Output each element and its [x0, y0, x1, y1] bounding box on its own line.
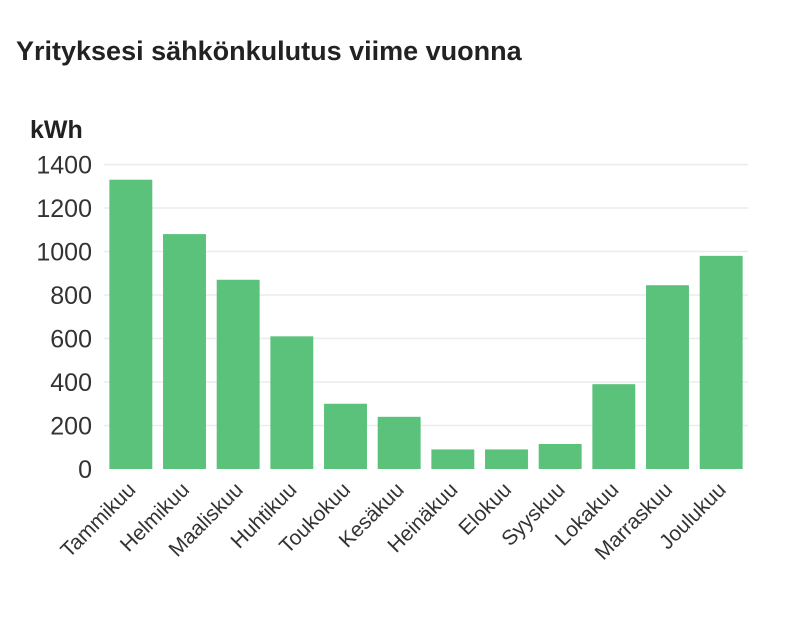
- bar-maaliskuu: [216, 279, 260, 469]
- bar-kesäkuu: [377, 416, 421, 469]
- bar-joulukuu: [699, 255, 743, 469]
- chart-title: Yrityksesi sähkönkulutus viime vuonna: [16, 36, 522, 66]
- y-tick-label: 1400: [36, 152, 92, 180]
- y-tick-label: 800: [50, 282, 92, 310]
- y-tick-label: 400: [50, 369, 92, 397]
- y-tick-label: 0: [78, 456, 92, 484]
- bar-elokuu: [485, 449, 528, 469]
- y-tick-label: 200: [50, 413, 92, 441]
- bar-helmikuu: [163, 234, 206, 469]
- y-tick-label: 1000: [36, 239, 92, 267]
- bar-marraskuu: [646, 285, 689, 469]
- bar-toukokuu: [324, 403, 367, 469]
- bar-syyskuu: [538, 443, 582, 469]
- bar-huhtikuu: [270, 336, 314, 469]
- bar-tammikuu: [109, 179, 153, 469]
- bar-heinäkuu: [431, 449, 475, 469]
- y-tick-label: 1200: [36, 195, 92, 223]
- bar-lokakuu: [592, 384, 636, 469]
- y-axis-unit-label: kWh: [30, 116, 83, 144]
- y-tick-label: 600: [50, 326, 92, 354]
